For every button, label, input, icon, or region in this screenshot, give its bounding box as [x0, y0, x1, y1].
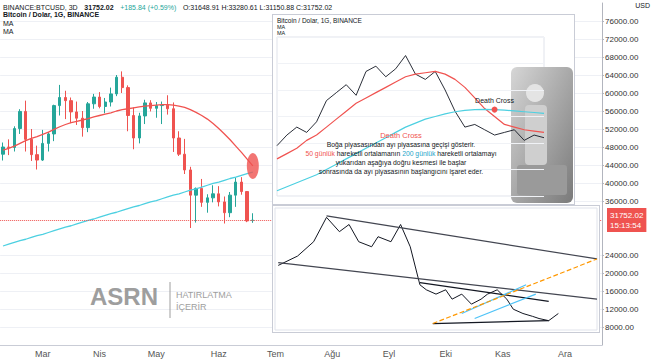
- svg-text:Kas: Kas: [495, 349, 511, 359]
- svg-text:hareketli ortalamanın: hareketli ortalamanın: [335, 150, 402, 157]
- svg-text:56000.00: 56000.00: [605, 107, 639, 116]
- svg-text:24000.00: 24000.00: [605, 251, 639, 260]
- svg-text:72000.00: 72000.00: [605, 35, 639, 44]
- svg-text:52000.00: 52000.00: [605, 125, 639, 134]
- svg-text:sonrasında da ayı piyasasının: sonrasında da ayı piyasasının başlangıcı…: [319, 168, 483, 176]
- svg-text:Death Cross: Death Cross: [475, 97, 514, 104]
- svg-text:Bitcoin / Dolar, 1G, BINANCE: Bitcoin / Dolar, 1G, BINANCE: [3, 11, 99, 19]
- svg-text:Bitcoin / Dolar, 1G, BINANCE: Bitcoin / Dolar, 1G, BINANCE: [277, 17, 363, 24]
- svg-text:Eki: Eki: [440, 349, 453, 359]
- svg-text:MA: MA: [277, 30, 286, 36]
- svg-text:20000.00: 20000.00: [605, 269, 639, 278]
- svg-text:48000.00: 48000.00: [605, 143, 639, 152]
- svg-text:31752.02: 31752.02: [84, 4, 113, 11]
- svg-text:hareketli ortalamayı: hareketli ortalamayı: [435, 150, 496, 158]
- svg-text:İÇERİR: İÇERİR: [176, 302, 207, 312]
- svg-text:MA: MA: [277, 24, 286, 30]
- svg-text:60000.00: 60000.00: [605, 89, 639, 98]
- svg-text:+185.84 (+0.59%): +185.84 (+0.59%): [120, 4, 176, 12]
- svg-text:Haz: Haz: [211, 349, 228, 359]
- svg-text:Tem: Tem: [267, 349, 284, 359]
- svg-text:O:31648.91 H:33280.61 L:31150.: O:31648.91 H:33280.61 L:31150.88 C:31752…: [183, 4, 332, 11]
- svg-text:BINANCE:BTCUSD, 3D: BINANCE:BTCUSD, 3D: [3, 4, 78, 11]
- svg-text:MA: MA: [3, 20, 14, 27]
- svg-text:Eyl: Eyl: [383, 349, 396, 359]
- svg-text:Death Cross: Death Cross: [380, 131, 422, 140]
- svg-text:12000.00: 12000.00: [605, 305, 639, 314]
- svg-text:HATIRLATMA: HATIRLATMA: [176, 290, 232, 300]
- svg-text:USD: USD: [635, 2, 650, 9]
- svg-text:50 günlük: 50 günlük: [305, 150, 335, 158]
- svg-text:68000.00: 68000.00: [605, 53, 639, 62]
- svg-text:64000.00: 64000.00: [605, 71, 639, 80]
- svg-text:yukarıdan aşağıya doğru kesmes: yukarıdan aşağıya doğru kesmesi ile başl…: [336, 159, 467, 167]
- svg-text:Ağu: Ağu: [324, 349, 340, 359]
- svg-text:40000.00: 40000.00: [605, 179, 639, 188]
- svg-text:76000.00: 76000.00: [605, 17, 639, 26]
- svg-text:Nis: Nis: [93, 349, 106, 359]
- svg-text:31752.02: 31752.02: [610, 211, 644, 220]
- svg-text:200 günlük: 200 günlük: [402, 150, 436, 158]
- svg-text:15:13:54: 15:13:54: [610, 221, 642, 230]
- svg-text:44000.00: 44000.00: [605, 161, 639, 170]
- svg-text:8000.00: 8000.00: [605, 323, 634, 332]
- svg-text:MA: MA: [3, 28, 14, 35]
- svg-text:Ara: Ara: [558, 349, 572, 359]
- svg-text:ASRN: ASRN: [90, 283, 158, 310]
- svg-text:May: May: [148, 349, 166, 359]
- svg-text:36000.00: 36000.00: [605, 197, 639, 206]
- svg-text:16000.00: 16000.00: [605, 287, 639, 296]
- svg-text:Boğa piyasasından ayı piyasası: Boğa piyasasından ayı piyasasına geçişi …: [327, 141, 476, 149]
- svg-text:Mar: Mar: [35, 349, 51, 359]
